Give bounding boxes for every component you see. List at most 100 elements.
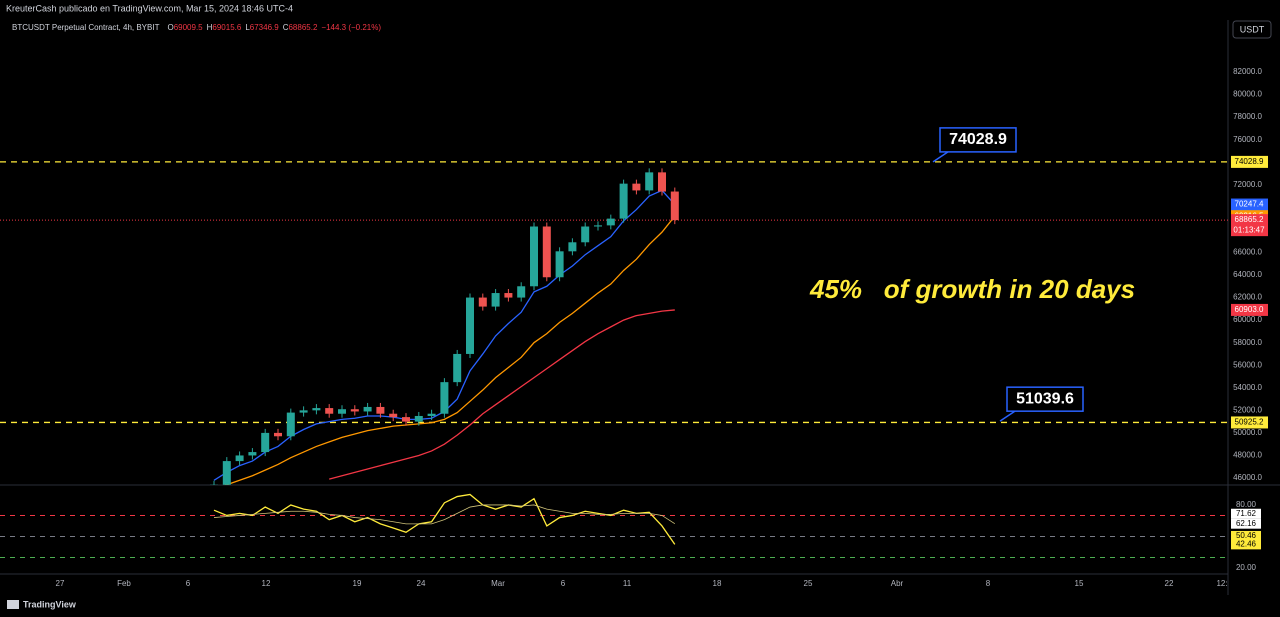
time-label: 6	[186, 579, 191, 588]
candle-body	[299, 410, 308, 413]
price-tag	[1231, 303, 1268, 316]
time-label: 15	[1075, 579, 1084, 588]
hline-tag	[1231, 416, 1268, 429]
ohlc-value: 68865.2	[288, 23, 317, 32]
time-label: Feb	[117, 579, 131, 588]
time-label: 18	[713, 579, 722, 588]
currency[interactable]: USDT	[1240, 24, 1265, 34]
candle-body	[376, 406, 385, 414]
annotation: 45% of growth in 20 days	[809, 274, 1135, 304]
candle-body	[389, 413, 398, 418]
candle-body	[248, 452, 257, 456]
candle-body	[222, 461, 231, 485]
y-tick-label: 60000.0	[1233, 315, 1262, 324]
time-label: 24	[417, 579, 426, 588]
y-tick-label: 80000.0	[1233, 90, 1262, 99]
candle-body	[632, 183, 641, 191]
ohlc-value: 69009.5	[174, 23, 203, 32]
rsi-tick-label: 20.00	[1236, 563, 1257, 572]
y-tick-label: 66000.0	[1233, 248, 1262, 257]
candle-body	[491, 293, 500, 307]
y-tick-label: 72000.0	[1233, 180, 1262, 189]
change: −144.3 (−0.21%)	[321, 23, 381, 32]
ohlc-value: 67346.9	[250, 23, 279, 32]
callout-pointer	[999, 410, 1016, 422]
callout-box	[1006, 386, 1084, 412]
rsi-pane	[0, 493, 1228, 558]
candle-body	[568, 242, 577, 252]
ohlc-key: H	[207, 23, 213, 32]
candle-body	[402, 417, 410, 422]
candle-body	[466, 297, 474, 354]
time-label: 25	[804, 579, 813, 588]
y-tick-label: 52000.0	[1233, 405, 1262, 414]
header: KreuterCash publicado en TradingView.com…	[6, 3, 293, 13]
candle-body	[274, 432, 282, 437]
candle-body	[670, 191, 679, 221]
price-tag	[1231, 214, 1268, 227]
time-label: 22	[1165, 579, 1174, 588]
countdown-box	[1231, 225, 1268, 237]
rsi-tag	[1231, 518, 1261, 529]
time-label: 12:	[1216, 579, 1227, 588]
y-tick-label: 58000.0	[1233, 338, 1262, 347]
price-pane	[0, 161, 1228, 485]
candle-body	[606, 218, 615, 226]
candle-body	[235, 455, 244, 462]
footer: TradingView	[23, 599, 77, 609]
y-tick-label: 82000.0	[1233, 67, 1262, 76]
y-tick-label: 64000.0	[1233, 270, 1262, 279]
rsi-tag	[1231, 530, 1261, 541]
callout-pointer	[932, 151, 949, 163]
y-tick-label: 50000.0	[1233, 428, 1262, 437]
logo	[7, 600, 19, 609]
candle-body	[619, 183, 628, 219]
candle-body	[504, 293, 513, 298]
candle-body	[440, 382, 449, 414]
candle-body	[542, 226, 551, 278]
candle-body	[453, 353, 462, 383]
y-tick-label: 76000.0	[1233, 135, 1262, 144]
price-tag-label: 70247.4	[1235, 200, 1264, 209]
price-tag	[1231, 198, 1268, 211]
callout-label: 74028.9	[949, 131, 1007, 148]
candle-body	[210, 484, 218, 485]
candle-body	[427, 413, 436, 416]
hline-tag-label: 74028.9	[1235, 157, 1264, 166]
candle-body	[645, 172, 654, 191]
time-label: 6	[561, 579, 566, 588]
moving-average	[329, 309, 675, 480]
rsi-tick-label: 80.00	[1236, 500, 1257, 509]
rsi-tag-label: 62.16	[1236, 519, 1257, 528]
time-label: Mar	[491, 579, 505, 588]
hline-tag-label: 50925.2	[1235, 418, 1264, 427]
candle-body	[581, 226, 590, 243]
rsi-line	[213, 504, 676, 525]
time-label: 19	[353, 579, 362, 588]
time-label: 11	[623, 579, 632, 588]
hline-tag	[1231, 155, 1268, 168]
ohlc-key: O	[167, 23, 173, 32]
y-tick-label: 62000.0	[1233, 293, 1262, 302]
y-tick-label: 48000.0	[1233, 451, 1262, 460]
time-label: Abr	[891, 579, 904, 588]
rsi-tag	[1231, 539, 1261, 550]
candle-body	[517, 286, 526, 298]
price-tag-label: 68865.2	[1235, 215, 1264, 224]
candle-body	[530, 226, 538, 287]
callout-box	[939, 127, 1017, 153]
time-label: 8	[986, 579, 991, 588]
price-tag-label: 60903.0	[1235, 305, 1264, 314]
rsi-line	[213, 493, 676, 545]
rsi-tag-label: 42.46	[1236, 539, 1257, 548]
candle-body	[414, 415, 423, 422]
time-label: 12	[262, 579, 271, 588]
moving-average	[224, 215, 676, 485]
candle-body	[325, 408, 334, 414]
currency-button[interactable]	[1232, 20, 1272, 39]
ohlc-key: C	[283, 23, 289, 32]
candle-body	[338, 409, 346, 414]
